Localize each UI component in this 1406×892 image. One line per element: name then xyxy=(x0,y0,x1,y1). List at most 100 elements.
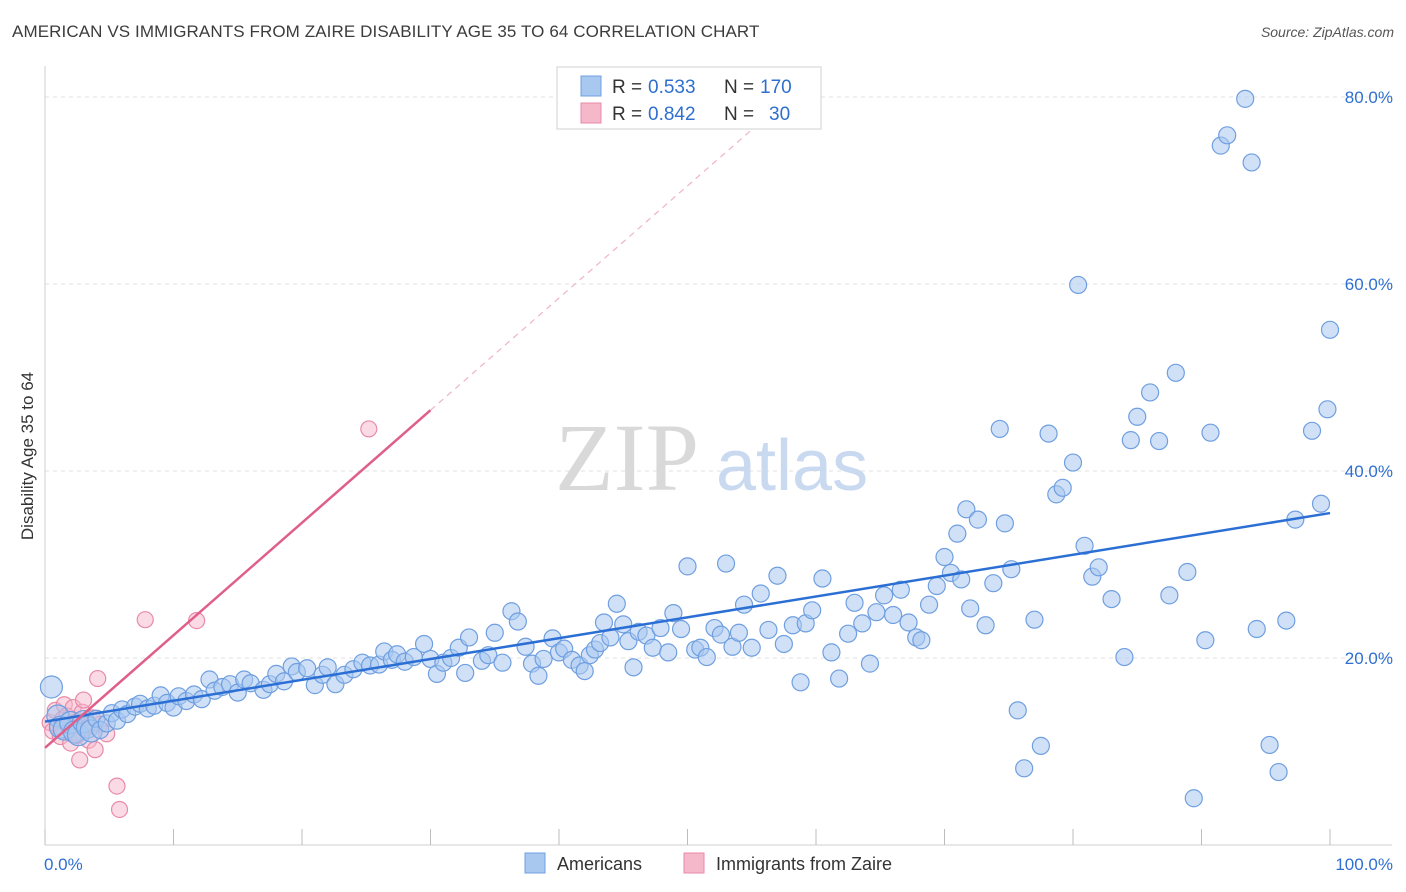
american-point-85 xyxy=(607,594,626,613)
zaire-point-21 xyxy=(86,741,104,759)
american-point-106 xyxy=(742,638,761,657)
american-point-149 xyxy=(1053,478,1072,497)
american-point-122 xyxy=(867,603,886,622)
legend-swatch-americans xyxy=(580,75,602,97)
legend-top: R = 0.533 N = 170 R = 0.842 N = 30 xyxy=(556,66,822,130)
american-point-123 xyxy=(875,586,894,605)
american-point-99 xyxy=(697,647,716,667)
american-point-44 xyxy=(318,658,337,677)
american-point-125 xyxy=(891,580,910,599)
zaire-trend-extension xyxy=(430,129,753,411)
american-point-66 xyxy=(485,623,504,642)
chart-title: AMERICAN VS IMMIGRANTS FROM ZAIRE DISABI… xyxy=(12,22,760,41)
y-tick-label-2: 60.0% xyxy=(1345,275,1393,294)
american-point-141 xyxy=(995,514,1014,533)
american-point-62 xyxy=(456,663,475,683)
american-point-146 xyxy=(1031,736,1050,755)
american-point-176 xyxy=(1302,421,1322,440)
legend-swatch-zaire xyxy=(580,102,602,124)
american-point-179 xyxy=(1320,320,1340,339)
zaire-point-27 xyxy=(136,611,154,629)
american-point-130 xyxy=(927,576,946,596)
american-point-174 xyxy=(1277,611,1296,630)
american-point-93 xyxy=(659,643,678,662)
american-point-162 xyxy=(1166,363,1185,382)
american-point-143 xyxy=(1008,701,1027,720)
american-point-157 xyxy=(1121,431,1140,450)
zaire-point-16 xyxy=(74,691,93,709)
american-point-164 xyxy=(1184,789,1203,808)
american-point-69 xyxy=(508,612,527,631)
legend-bottom-americans: Americans xyxy=(557,854,642,874)
american-point-150 xyxy=(1063,453,1083,472)
american-point-165 xyxy=(1196,631,1215,650)
american-point-114 xyxy=(803,601,822,620)
watermark: ZIP atlas xyxy=(555,404,868,511)
zaire-point-29 xyxy=(360,420,378,438)
american-point-136 xyxy=(961,599,980,618)
x-tick-label-0: 0.0% xyxy=(44,855,83,874)
american-point-86 xyxy=(614,615,633,634)
legend-r-zaire: 0.842 xyxy=(648,104,696,125)
legend-r-label-americans: R = xyxy=(612,77,642,98)
american-point-96 xyxy=(678,557,697,576)
x-tick-labels: 0.0% 100.0% xyxy=(44,855,1393,874)
legend-bottom-swatch-zaire xyxy=(683,852,705,874)
watermark-zip: ZIP xyxy=(555,404,699,511)
american-point-105 xyxy=(734,595,754,614)
american-point-173 xyxy=(1269,762,1288,782)
legend-r-label-zaire: R = xyxy=(612,104,642,125)
american-point-177 xyxy=(1311,494,1331,513)
american-point-163 xyxy=(1178,562,1197,582)
american-point-121 xyxy=(860,654,880,673)
zaire-point-25 xyxy=(108,777,126,795)
y-tick-label-3: 80.0% xyxy=(1345,88,1393,107)
zaire-points xyxy=(41,420,378,819)
american-point-137 xyxy=(968,510,988,529)
american-point-140 xyxy=(990,419,1009,439)
legend-n-label-zaire: N = xyxy=(724,104,754,125)
american-point-70 xyxy=(516,637,535,656)
american-point-67 xyxy=(493,653,512,672)
american-point-158 xyxy=(1128,407,1147,426)
trend-lines xyxy=(44,129,1331,749)
americans-trend-line xyxy=(44,511,1331,723)
american-point-135 xyxy=(957,500,976,519)
american-point-154 xyxy=(1089,558,1108,577)
legend-r-americans: 0.533 xyxy=(648,77,696,98)
american-point-88 xyxy=(624,658,643,677)
legend-n-zaire: 30 xyxy=(769,104,790,125)
american-point-116 xyxy=(822,643,841,662)
american-point-160 xyxy=(1149,431,1169,451)
american-point-133 xyxy=(948,524,967,543)
american-point-91 xyxy=(643,638,662,657)
american-point-131 xyxy=(935,547,954,567)
american-point-63 xyxy=(459,628,479,647)
american-point-170 xyxy=(1242,153,1261,172)
american-point-101 xyxy=(711,625,731,644)
american-point-155 xyxy=(1102,589,1121,609)
american-point-128 xyxy=(912,631,931,650)
legend-bottom-swatch-americans xyxy=(524,852,546,874)
watermark-atlas: atlas xyxy=(716,426,868,506)
american-point-108 xyxy=(759,620,778,640)
american-point-178 xyxy=(1318,400,1337,419)
american-point-171 xyxy=(1247,619,1266,639)
american-point-152 xyxy=(1075,536,1094,555)
american-point-73 xyxy=(534,649,553,669)
american-point-139 xyxy=(984,574,1003,593)
american-point-126 xyxy=(899,613,918,632)
source-label: Source: ZipAtlas.com xyxy=(1260,24,1394,40)
american-point-134 xyxy=(952,570,971,589)
american-point-120 xyxy=(853,614,872,633)
american-point-95 xyxy=(671,619,691,639)
american-point-161 xyxy=(1160,586,1179,605)
american-point-124 xyxy=(883,605,903,625)
american-point-138 xyxy=(976,616,995,635)
american-point-72 xyxy=(529,666,548,685)
axes xyxy=(44,66,1392,846)
american-point-104 xyxy=(729,623,749,642)
american-point-92 xyxy=(651,618,670,638)
american-point-156 xyxy=(1115,647,1134,667)
